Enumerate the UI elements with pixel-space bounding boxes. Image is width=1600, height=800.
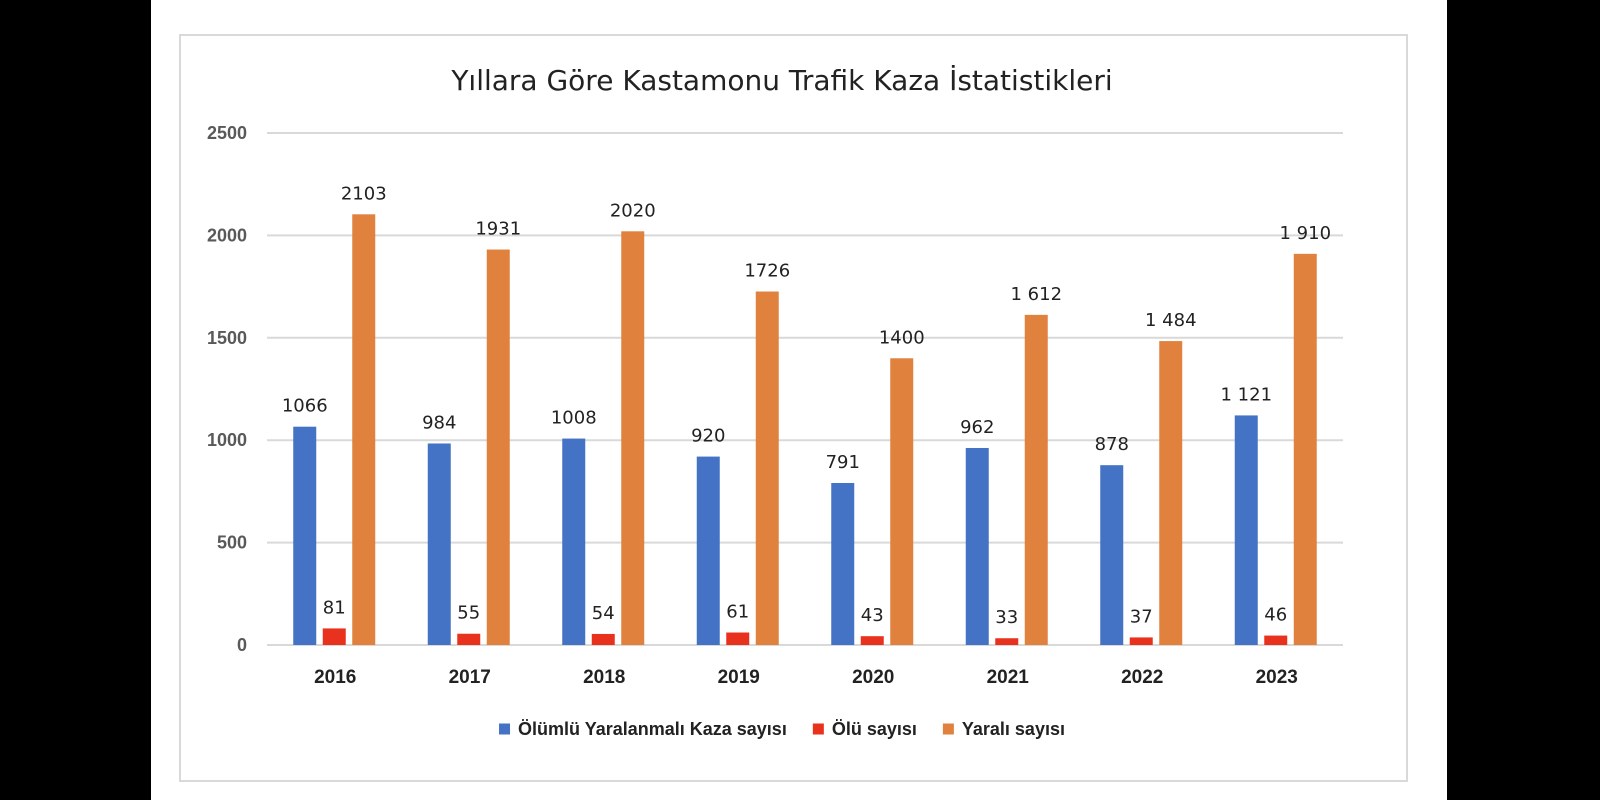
bar-yaralı-sayısı-2023 [1293,253,1317,645]
data-label: 1400 [879,327,925,348]
bar-ölümlü-yaralanmalı-kaza-sayısı-2018 [562,438,586,645]
bar-ölü-sayısı-2022 [1129,637,1153,645]
legend-swatch [499,723,511,735]
legend-swatch [812,723,824,735]
bar-chart: Yıllara Göre Kastamonu Trafik Kaza İstat… [207,64,1343,739]
y-tick-label: 500 [217,533,247,553]
data-label: 2103 [341,183,387,204]
bars [293,214,1317,646]
bar-yaralı-sayısı-2020 [890,358,914,645]
bar-ölü-sayısı-2019 [726,632,750,645]
data-label: 1 121 [1220,384,1272,405]
legend: Ölümlü Yaralanmalı Kaza sayısı Ölü sayısı… [499,719,1065,739]
y-tick-label: 2500 [207,123,247,143]
chart-title: Yıllara Göre Kastamonu Trafik Kaza İstat… [450,64,1112,97]
legend-label: Ölümlü Yaralanmalı Kaza sayısı [518,719,787,739]
bar-ölümlü-yaralanmalı-kaza-sayısı-2022 [1100,465,1124,645]
bar-ölü-sayısı-2020 [860,636,884,645]
data-label: 1 612 [1010,284,1062,305]
x-tick-label: 2022 [1121,667,1163,688]
data-label: 81 [323,597,346,618]
x-tick-label: 2018 [583,667,625,688]
x-tick-label: 2019 [718,667,760,688]
bar-ölü-sayısı-2021 [995,638,1019,645]
bar-ölümlü-yaralanmalı-kaza-sayısı-2017 [427,443,451,645]
bar-ölümlü-yaralanmalı-kaza-sayısı-2021 [965,447,989,645]
bar-ölümlü-yaralanmalı-kaza-sayısı-2019 [696,456,720,645]
bar-ölü-sayısı-2016 [322,628,346,645]
page: Yıllara Göre Kastamonu Trafik Kaza İstat… [151,0,1447,800]
bar-yaralı-sayısı-2016 [352,214,376,645]
data-label: 962 [960,417,994,438]
y-tick-label: 2000 [207,225,247,245]
data-label: 2020 [610,200,656,221]
data-label: 54 [592,603,615,624]
x-tick-label: 2017 [449,667,491,688]
legend-label: Yaralı sayısı [962,719,1065,739]
data-label: 43 [861,605,884,626]
data-label: 984 [422,412,456,433]
bar-yaralı-sayısı-2019 [755,291,779,645]
data-label: 1726 [744,261,790,282]
data-label: 920 [691,426,725,447]
data-label: 46 [1264,605,1287,626]
bar-yaralı-sayısı-2022 [1159,341,1183,645]
bar-ölümlü-yaralanmalı-kaza-sayısı-2023 [1234,415,1258,645]
data-labels: 1066 81 2103 984 55 1931 1008 54 2020 920 61 1726 79… [282,183,1331,628]
bar-yaralı-sayısı-2018 [621,231,645,645]
data-label: 1931 [475,219,521,240]
x-tick-label: 2016 [314,667,356,688]
data-label: 1066 [282,396,328,417]
x-tick-label: 2021 [987,667,1030,688]
data-label: 1 484 [1145,310,1197,331]
data-label: 1008 [551,408,597,429]
bar-ölü-sayısı-2018 [591,633,615,645]
x-tick-label: 2020 [852,667,894,688]
y-tick-label: 1000 [207,430,247,450]
data-label: 37 [1130,606,1153,627]
bar-ölümlü-yaralanmalı-kaza-sayısı-2016 [293,426,317,645]
chart-frame: Yıllara Göre Kastamonu Trafik Kaza İstat… [179,34,1408,782]
legend-swatch [942,723,954,735]
y-tick-label: 0 [237,635,247,655]
y-axis-ticks: 0 500 1000 1500 2000 2500 [207,123,247,655]
data-label: 1 910 [1279,223,1331,244]
bar-ölümlü-yaralanmalı-kaza-sayısı-2020 [831,483,855,645]
bar-ölü-sayısı-2017 [457,633,481,645]
x-axis-ticks: 2016 2017 2018 2019 2020 2021 2022 2023 [314,667,1298,688]
legend-label: Ölü sayısı [832,719,917,739]
data-label: 33 [995,607,1018,628]
data-label: 61 [726,602,749,623]
bar-ölü-sayısı-2023 [1264,635,1288,645]
bar-yaralı-sayısı-2021 [1024,314,1048,645]
x-tick-label: 2023 [1256,667,1298,688]
bar-yaralı-sayısı-2017 [486,249,510,646]
data-label: 878 [1095,434,1129,455]
data-label: 55 [457,603,480,624]
data-label: 791 [826,452,860,473]
y-tick-label: 1500 [207,328,247,348]
